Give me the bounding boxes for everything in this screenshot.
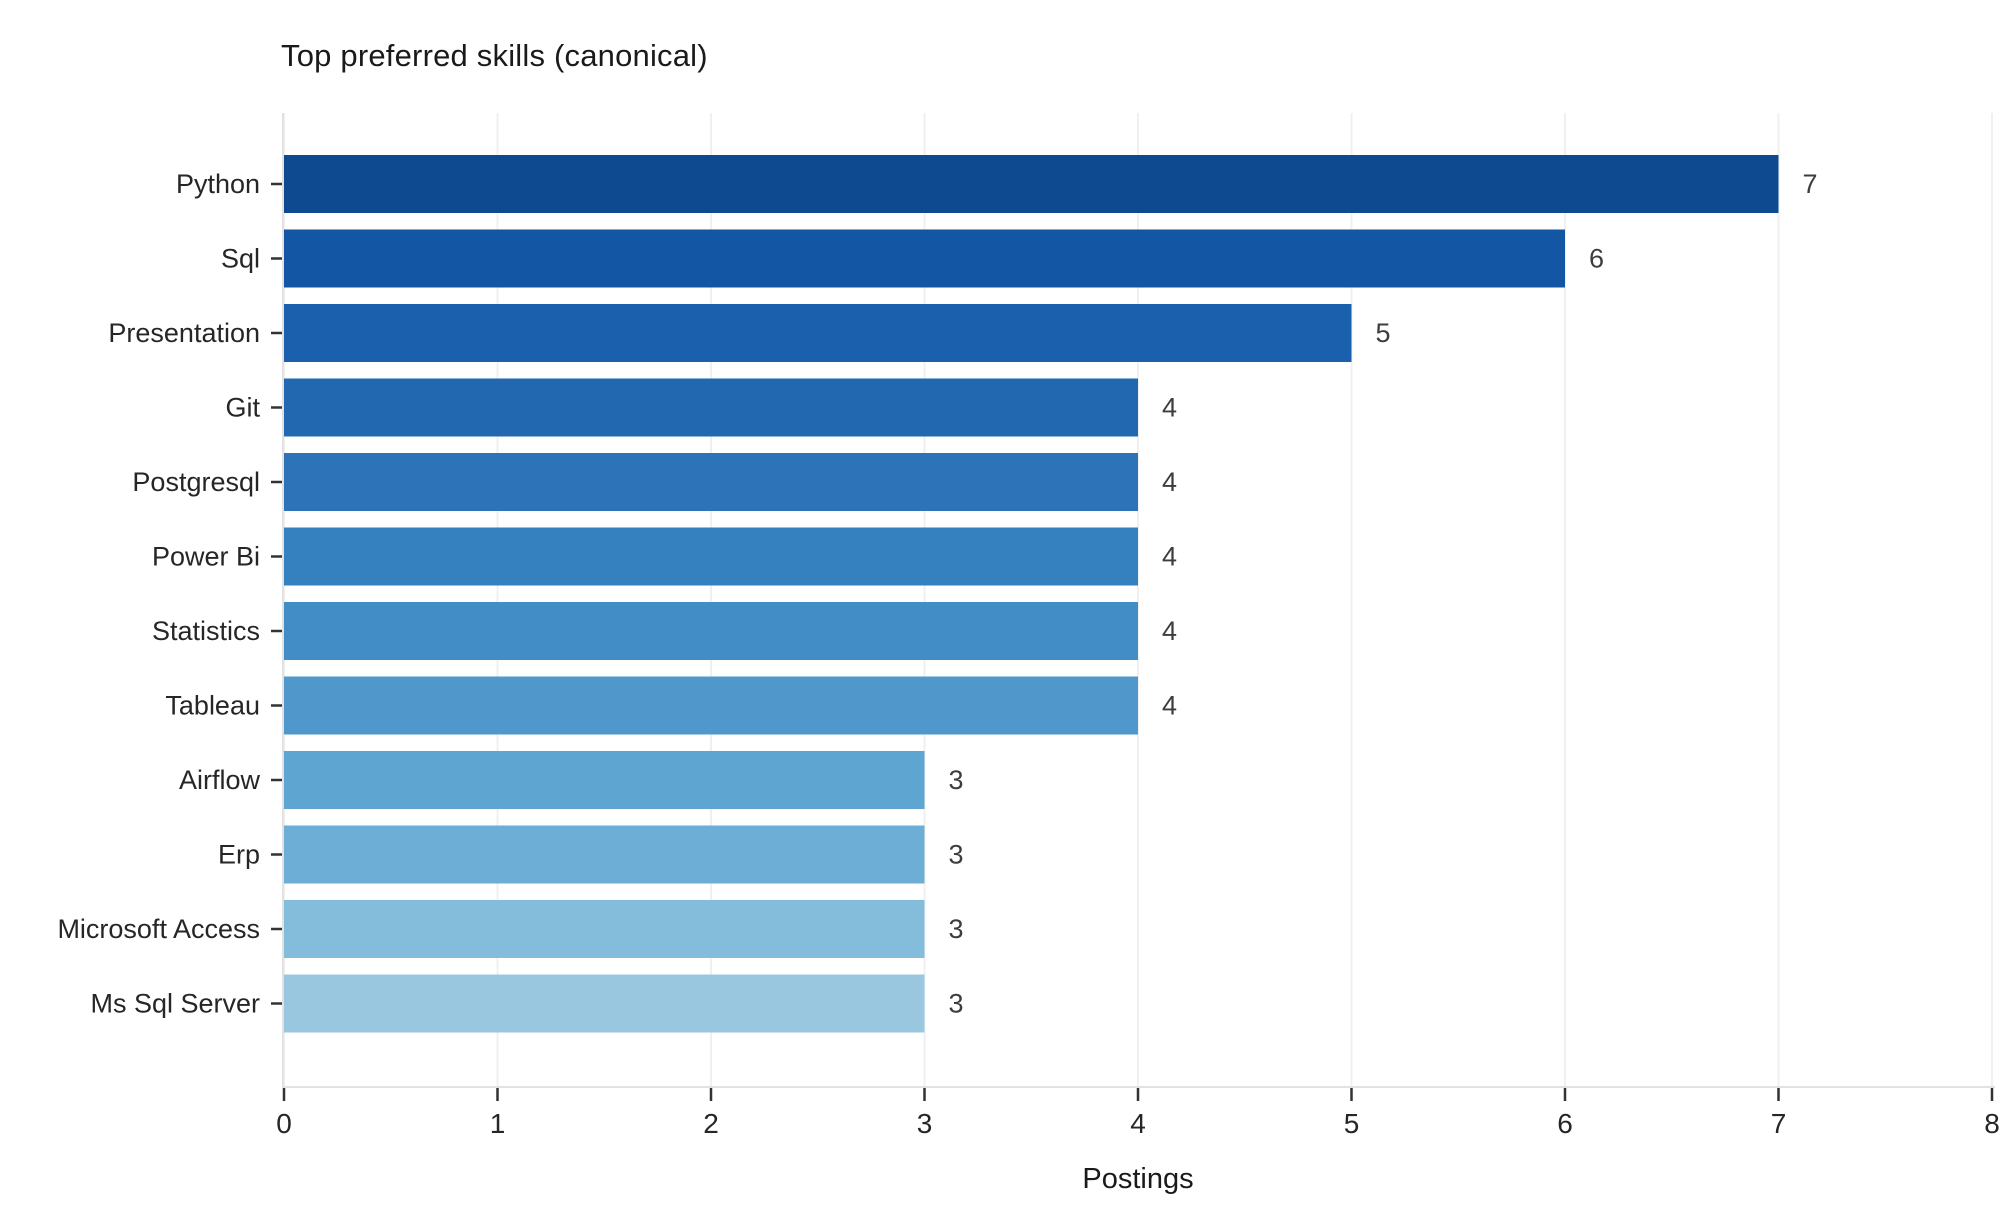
bar xyxy=(284,676,1138,735)
x-tick-label: 5 xyxy=(1344,1108,1360,1139)
x-tick-label: 0 xyxy=(276,1108,292,1139)
y-tick-label: Presentation xyxy=(108,318,260,348)
y-tick-label: Power Bi xyxy=(152,542,260,572)
x-tick-label: 4 xyxy=(1130,1108,1146,1139)
y-tick-label: Microsoft Access xyxy=(57,914,260,944)
x-tick-label: 2 xyxy=(703,1108,719,1139)
bar-value-label: 3 xyxy=(949,914,964,944)
chart-title: Top preferred skills (canonical) xyxy=(281,38,708,73)
bar-value-label: 4 xyxy=(1162,467,1177,497)
y-tick-label: Erp xyxy=(218,840,260,870)
y-tick-label: Statistics xyxy=(152,616,260,646)
bar-value-label: 3 xyxy=(949,840,964,870)
bar xyxy=(284,602,1138,660)
y-tick-label: Ms Sql Server xyxy=(90,989,260,1019)
bar xyxy=(284,751,925,809)
x-tick-label: 6 xyxy=(1557,1108,1573,1139)
bar-value-label: 7 xyxy=(1803,169,1818,199)
bar-value-label: 6 xyxy=(1589,244,1604,274)
bar xyxy=(284,378,1138,437)
x-tick-label: 1 xyxy=(490,1108,506,1139)
y-tick-label: Tableau xyxy=(165,691,260,721)
bar-value-label: 4 xyxy=(1162,542,1177,572)
bar xyxy=(284,900,925,958)
y-tick-label: Python xyxy=(176,169,260,199)
bar xyxy=(284,974,925,1033)
bar xyxy=(284,304,1352,362)
bar xyxy=(284,155,1779,213)
bar-value-label: 4 xyxy=(1162,616,1177,646)
bar xyxy=(284,453,1138,511)
y-tick-label: Sql xyxy=(221,244,260,274)
x-tick-label: 7 xyxy=(1771,1108,1787,1139)
bar-value-label: 4 xyxy=(1162,691,1177,721)
bar-value-label: 3 xyxy=(949,989,964,1019)
x-tick-label: 3 xyxy=(917,1108,933,1139)
bar xyxy=(284,825,925,884)
bar-value-label: 4 xyxy=(1162,393,1177,423)
bar-value-label: 3 xyxy=(949,765,964,795)
bar-value-label: 5 xyxy=(1376,318,1391,348)
bar xyxy=(284,229,1565,288)
y-tick-label: Git xyxy=(225,393,260,423)
y-tick-label: Airflow xyxy=(179,765,261,795)
x-tick-label: 8 xyxy=(1984,1108,2000,1139)
x-axis-label: Postings xyxy=(1082,1163,1194,1195)
bar xyxy=(284,527,1138,586)
y-tick-label: Postgresql xyxy=(132,467,260,497)
